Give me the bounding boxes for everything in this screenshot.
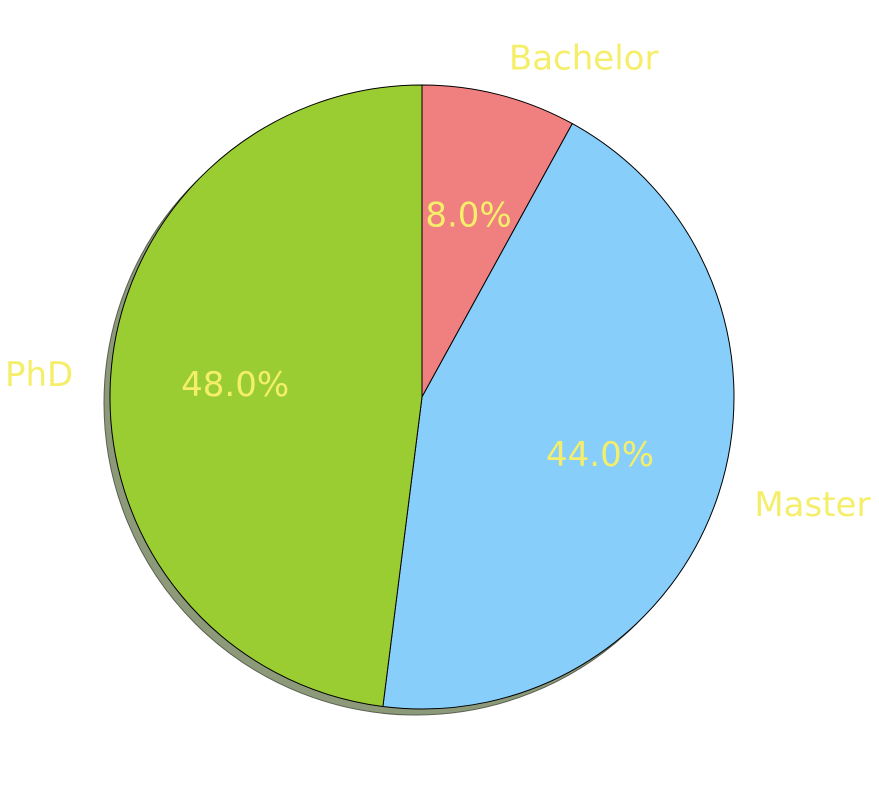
pie-slice-bachelor (421, 84, 573, 398)
category-label-bachelor: Bachelor (509, 39, 659, 79)
pie-labels: Bachelor 8.0% Master 44.0% PhD 48.0% (5, 39, 870, 525)
percent-label-phd: 48.0% (181, 365, 289, 405)
pie-slices (109, 84, 735, 710)
category-label-phd: PhD (5, 355, 73, 395)
percent-label-master: 44.0% (546, 435, 654, 475)
category-label-master: Master (754, 485, 870, 525)
pie-slice-phd (109, 84, 423, 708)
percent-label-bachelor: 8.0% (425, 196, 511, 236)
pie-slice-master (382, 123, 735, 710)
